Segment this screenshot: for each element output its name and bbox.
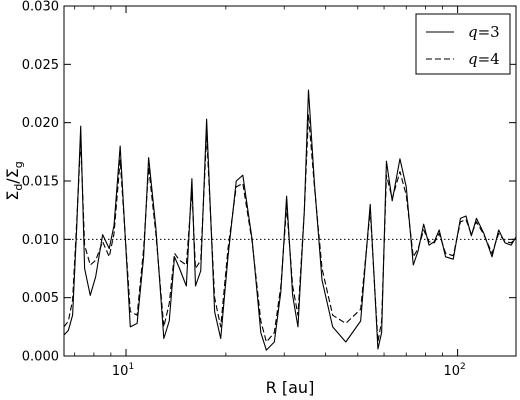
legend-box	[415, 13, 511, 75]
legend: q=3 q=4	[415, 13, 511, 75]
y-tick-label-2: 0.010	[22, 233, 59, 248]
legend-label-1: q=3	[468, 23, 500, 41]
series-line-2	[63, 113, 517, 343]
y-tick-label-4: 0.020	[22, 116, 59, 131]
axes: 0.000 0.005 0.010 0.015 0.020 0.025 0.030 101 10…	[3, 0, 516, 379]
y-tick-label-0: 0.000	[22, 350, 59, 365]
x-axis-label: R [au]	[266, 378, 315, 397]
y-tick-label-3: 0.015	[22, 175, 59, 190]
plot-content	[63, 89, 517, 351]
y-tick-label-5: 0.025	[22, 58, 59, 73]
x-tick-label-0: 101	[112, 362, 134, 379]
axis-titles: R [au]	[266, 378, 315, 397]
series-line-1	[63, 89, 517, 351]
y-axis-label: Σd/Σg	[3, 161, 25, 201]
x-tick-label-1: 102	[443, 362, 465, 379]
y-tick-label-6: 0.030	[22, 0, 59, 15]
legend-label-2: q=4	[468, 50, 500, 68]
y-tick-label-1: 0.005	[22, 291, 59, 306]
